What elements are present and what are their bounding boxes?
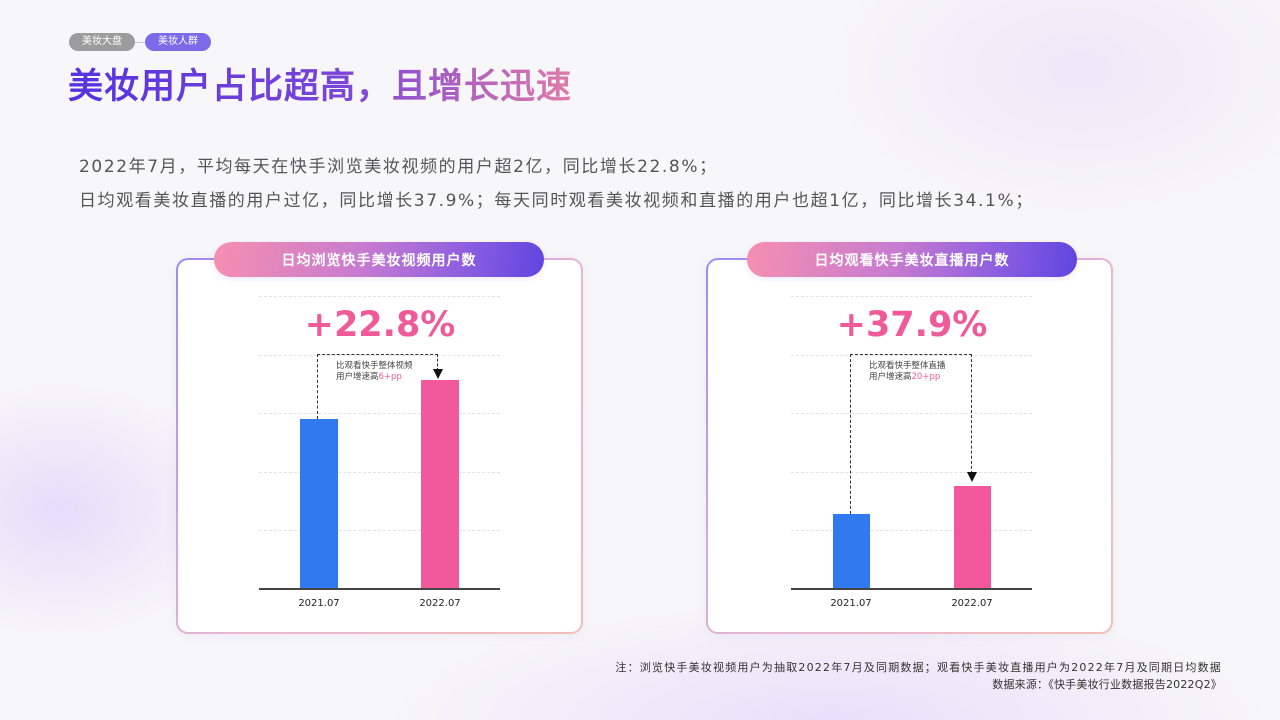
chart-card-video: [176, 258, 583, 634]
growth-value: +37.9%: [836, 305, 988, 345]
gridline: [259, 413, 500, 414]
chart-card-header-live: 日均观看快手美妆直播用户数: [747, 242, 1077, 277]
tag-beauty-audience[interactable]: 美妆人群: [145, 33, 211, 51]
growth-value: +22.8%: [304, 305, 456, 345]
x-label: 2022.07: [419, 598, 461, 609]
gridline: [259, 530, 500, 531]
gridline: [791, 530, 1032, 531]
bar-2021-07: [833, 514, 870, 589]
gridline: [259, 296, 500, 297]
x-label: 2021.07: [298, 598, 340, 609]
gridline: [259, 472, 500, 473]
x-label: 2022.07: [951, 598, 993, 609]
footnote: 注：浏览快手美妆视频用户为抽取2022年7月及同期数据；观看快手美妆直播用户为2…: [615, 659, 1222, 693]
arrow-down-icon: [433, 369, 443, 379]
x-label: 2021.07: [830, 598, 872, 609]
annotation-text: 比观看快手整体直播 用户增速高20+pp: [869, 361, 946, 382]
chart-card-header-video: 日均浏览快手美妆视频用户数: [214, 242, 544, 277]
annotation-connector: [317, 354, 438, 355]
gridline: [791, 355, 1032, 356]
annotation-connector: [850, 354, 972, 355]
gridline: [791, 296, 1032, 297]
gridline: [791, 472, 1032, 473]
x-axis: [259, 588, 500, 590]
bar-2022-07: [421, 380, 459, 589]
arrow-down-icon: [967, 472, 977, 482]
gridline: [791, 413, 1032, 414]
summary-text: 2022年7月，平均每天在快手浏览美妆视频的用户超2亿，同比增长22.8%； 日…: [79, 150, 1034, 218]
page-title: 美妆用户占比超高，且增长迅速: [68, 58, 572, 109]
annotation-connector: [971, 354, 972, 474]
summary-line-2: 日均观看美妆直播的用户过亿，同比增长37.9%；每天同时观看美妆视频和直播的用户…: [79, 191, 1034, 211]
footnote-source: 数据来源：《快手美妆行业数据报告2022Q2》: [992, 678, 1222, 691]
bar-2021-07: [300, 419, 338, 589]
gridline: [259, 355, 500, 356]
breadcrumb: 美妆大盘 美妆人群: [69, 33, 211, 51]
footnote-note: 注：浏览快手美妆视频用户为抽取2022年7月及同期数据；观看快手美妆直播用户为2…: [615, 661, 1222, 674]
chart-card-live: [706, 258, 1113, 634]
annotation-text: 比观看快手整体视频 用户增速高6+pp: [336, 361, 413, 382]
annotation-connector: [850, 354, 851, 514]
tag-connector: [135, 41, 145, 43]
annotation-connector: [317, 354, 318, 419]
summary-line-1: 2022年7月，平均每天在快手浏览美妆视频的用户超2亿，同比增长22.8%；: [79, 157, 718, 177]
tag-beauty-market[interactable]: 美妆大盘: [69, 33, 135, 51]
bar-2022-07: [954, 486, 991, 589]
x-axis: [791, 588, 1032, 590]
background-glow: [820, 0, 1280, 220]
annotation-connector: [437, 354, 438, 371]
